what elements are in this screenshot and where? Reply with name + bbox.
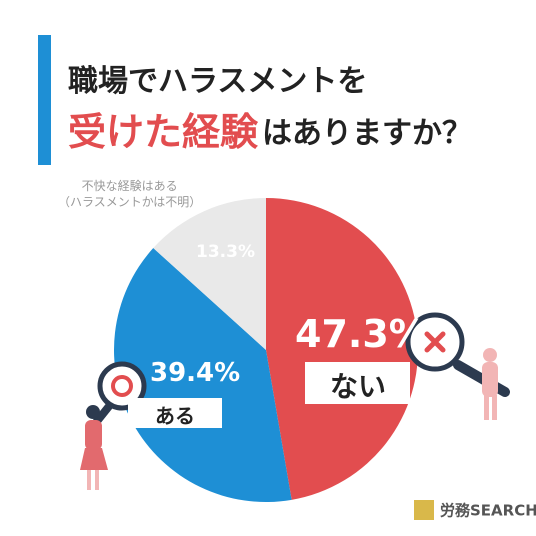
category-label: 不快な経験はある （ハラスメントかは不明） xyxy=(58,179,202,209)
pie-slice xyxy=(153,198,266,350)
brand-icon xyxy=(414,500,434,520)
brand: 労務SEARCH xyxy=(440,502,536,520)
title-bar xyxy=(38,35,51,165)
pie-slice xyxy=(266,198,419,500)
magnifier-no xyxy=(405,312,510,420)
label-box xyxy=(128,398,222,428)
magnifier-yes xyxy=(80,361,147,490)
pie xyxy=(113,198,419,503)
category-label: ない xyxy=(330,370,387,403)
title-line1: 職場でハラスメントを xyxy=(68,64,368,99)
title-highlight: 受けた経験 xyxy=(68,110,259,154)
value-label: 13.3% xyxy=(196,242,255,262)
category-label: ある xyxy=(155,404,195,428)
value-label: 39.4% xyxy=(150,358,241,388)
label-box xyxy=(305,362,410,404)
pie-slice xyxy=(113,248,292,503)
title-rest: はありますか？ xyxy=(262,116,472,151)
value-label: 47.3% xyxy=(295,312,427,356)
